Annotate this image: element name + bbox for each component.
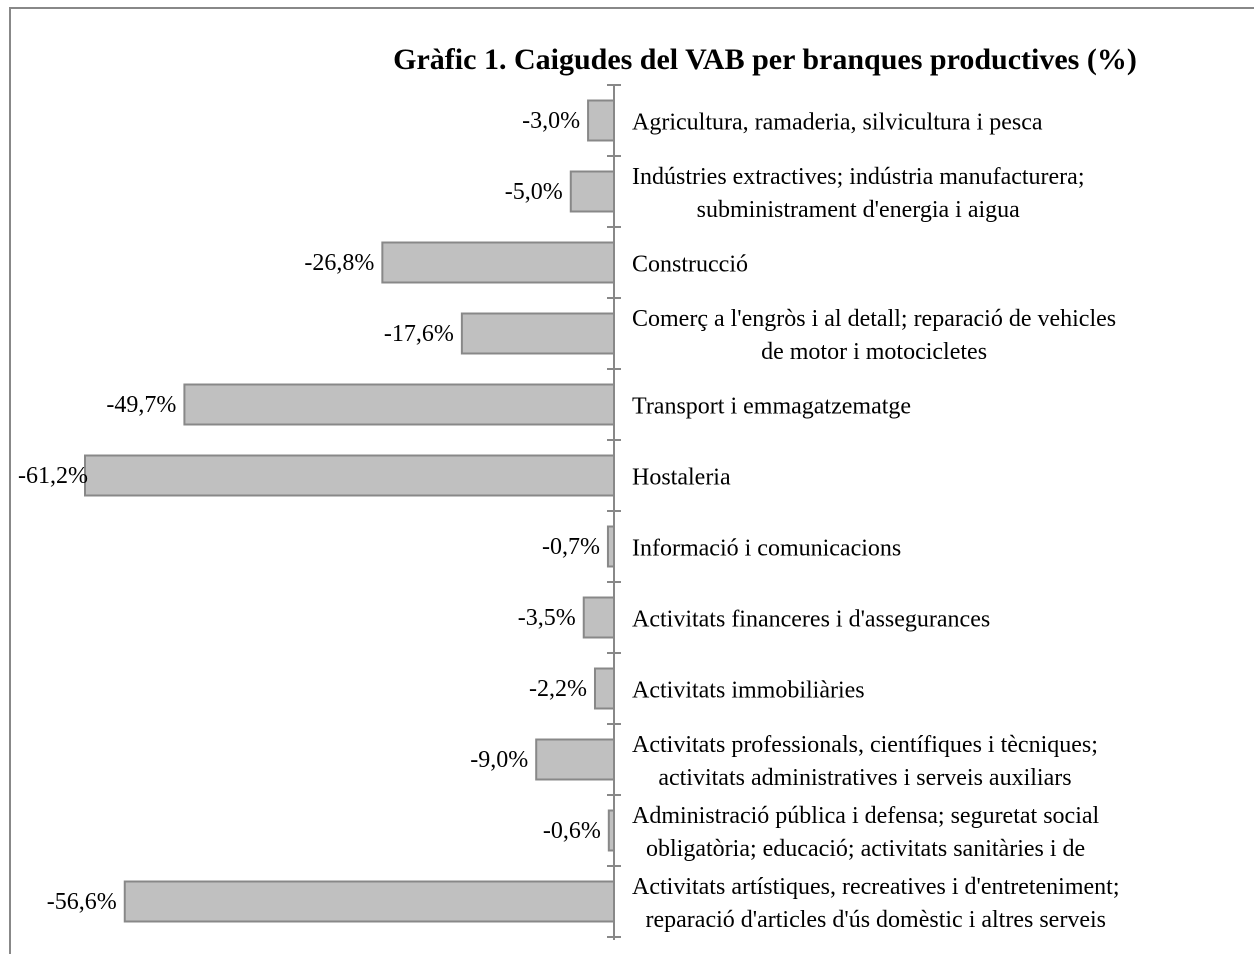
value-label: -0,6% bbox=[543, 818, 601, 844]
bar bbox=[123, 880, 615, 923]
category-label: Comerç a l'engròs i al detall; reparació… bbox=[632, 305, 1117, 365]
category-label: Activitats financeres i d'assegurances bbox=[632, 606, 991, 632]
bar bbox=[582, 596, 615, 639]
category-label: Transport i emmagatzematge bbox=[632, 393, 912, 419]
value-label: -0,7% bbox=[542, 534, 600, 560]
category-label: Indústries extractives; indústria manufa… bbox=[632, 163, 1085, 223]
value-label: -3,0% bbox=[522, 108, 580, 134]
value-label: -2,2% bbox=[529, 676, 587, 702]
bar bbox=[460, 312, 616, 355]
category-label: Administració pública i defensa; seguret… bbox=[632, 802, 1100, 862]
category-label: Informació i comunicacions bbox=[632, 535, 902, 561]
value-label: -17,6% bbox=[384, 321, 454, 347]
chart-border bbox=[9, 7, 1254, 954]
category-label: Construcció bbox=[632, 251, 748, 277]
bar bbox=[535, 738, 615, 781]
value-label: -49,7% bbox=[106, 392, 176, 418]
category-label: Activitats professionals, científiques i… bbox=[632, 731, 1098, 791]
value-label: -56,6% bbox=[47, 889, 117, 915]
chart-title: Gràfic 1. Caigudes del VAB per branques … bbox=[393, 43, 1137, 76]
bar bbox=[587, 99, 615, 142]
category-label: Activitats artístiques, recreatives i d'… bbox=[632, 873, 1120, 933]
category-label: Hostaleria bbox=[632, 464, 731, 490]
category-label: Agricultura, ramaderia, silvicultura i p… bbox=[632, 109, 1043, 135]
bar bbox=[607, 809, 615, 852]
bar bbox=[569, 170, 616, 213]
category-label: Activitats immobiliàries bbox=[632, 677, 865, 703]
value-label: -5,0% bbox=[505, 179, 563, 205]
bar bbox=[606, 525, 615, 568]
value-label: -26,8% bbox=[304, 250, 374, 276]
value-label: -3,5% bbox=[518, 605, 576, 631]
bar bbox=[84, 454, 615, 497]
bar bbox=[183, 383, 615, 426]
bar bbox=[381, 241, 615, 284]
value-label: -61,2% bbox=[18, 463, 88, 489]
bar bbox=[593, 667, 615, 710]
value-label: -9,0% bbox=[470, 747, 528, 773]
